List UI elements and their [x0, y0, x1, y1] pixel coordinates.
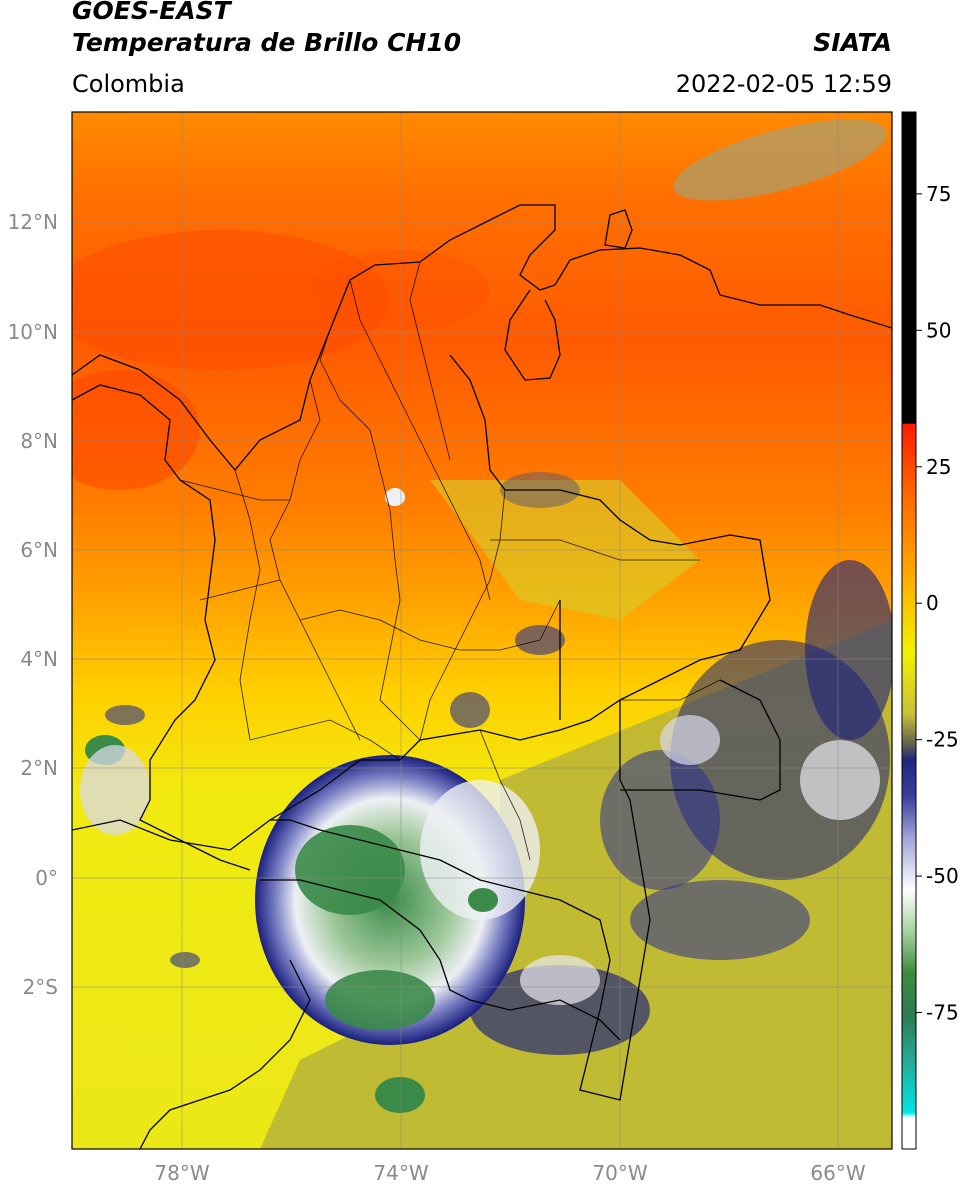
organization-label: SIATA — [813, 28, 892, 57]
lat-label: 12°N — [8, 210, 58, 234]
lat-label: 2°S — [23, 975, 58, 999]
colorbar-tick-label: -25 — [926, 728, 959, 752]
colorbar-tick-label: 75 — [926, 182, 951, 206]
lon-label: 70°W — [592, 1161, 647, 1185]
lat-label: 0° — [35, 866, 58, 890]
colorbar-tick-label: 0 — [926, 591, 939, 615]
longitude-labels: 78°W 74°W 70°W 66°W — [154, 1161, 865, 1185]
colorbar-tick-label: 50 — [926, 318, 951, 342]
map-imagery — [72, 112, 892, 1149]
lon-label: 74°W — [373, 1161, 428, 1185]
colorbar: 75 50 25 0 -25 -50 -75 — [901, 111, 959, 1150]
lat-label: 4°N — [20, 647, 58, 671]
borders — [72, 204, 892, 1149]
map-frame — [71, 111, 893, 1150]
colorbar-tick-label: -50 — [926, 864, 959, 888]
department-borders — [179, 261, 721, 861]
lat-label: 10°N — [8, 320, 58, 344]
lat-label: 6°N — [20, 538, 58, 562]
product-title: Temperatura de Brillo CH10 — [72, 28, 462, 57]
timestamp-label: 2022-02-05 12:59 — [675, 70, 892, 98]
colorbar-tick-label: 25 — [926, 455, 951, 479]
colorbar-gradient — [901, 111, 917, 1150]
latitude-labels: 12°N 10°N 8°N 6°N 4°N 2°N 0° 2°S — [8, 210, 58, 999]
lat-label: 2°N — [20, 756, 58, 780]
lon-label: 78°W — [154, 1161, 209, 1185]
colorbar-tick-label: -75 — [926, 1001, 959, 1025]
satellite-title: GOES-EAST — [72, 0, 231, 25]
lat-label: 8°N — [20, 429, 58, 453]
lon-label: 66°W — [810, 1161, 865, 1185]
region-label: Colombia — [72, 70, 185, 98]
